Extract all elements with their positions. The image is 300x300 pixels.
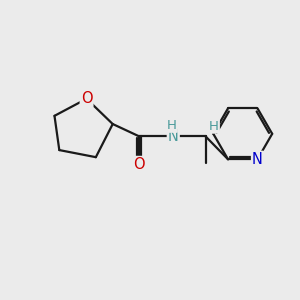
Text: N: N [252,152,263,167]
Text: H: H [209,120,219,133]
Text: N: N [168,129,179,144]
Text: O: O [134,157,145,172]
Text: H: H [167,119,177,132]
Text: O: O [81,91,92,106]
